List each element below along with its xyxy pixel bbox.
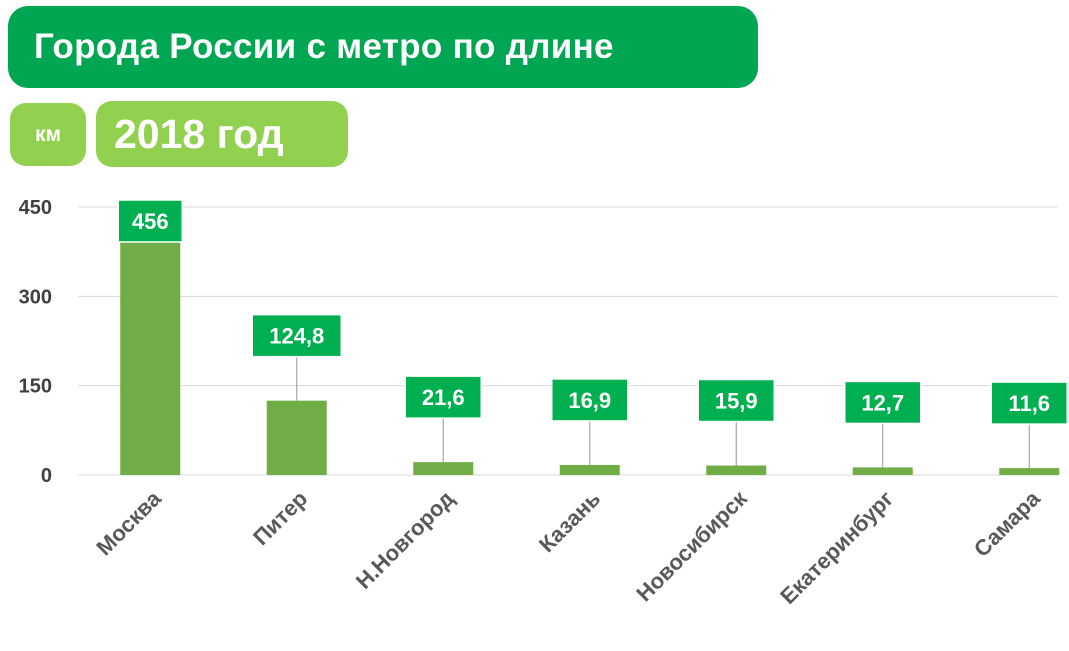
category-label: Новосибирск	[631, 485, 752, 606]
data-label: 12,7	[844, 380, 922, 425]
bar	[852, 467, 913, 475]
data-label-box	[697, 378, 775, 423]
category-label: Казань	[534, 486, 605, 557]
data-label-box	[251, 313, 342, 358]
data-label-text: 16,9	[568, 388, 611, 413]
data-label: 124,8	[251, 313, 342, 358]
data-label-box	[404, 375, 482, 419]
bar	[706, 465, 767, 475]
year-badge: 2018 год	[96, 101, 348, 167]
y-tick-label: 300	[19, 286, 52, 308]
category-label: Н.Новгород	[351, 486, 459, 594]
chart-title: Города России с метро по длине	[8, 6, 758, 88]
unit-badge: км	[10, 103, 86, 166]
bars	[120, 207, 1060, 475]
data-label-text: 124,8	[269, 324, 324, 349]
data-label-text: 11,6	[1008, 391, 1050, 416]
y-tick-label: 450	[19, 197, 52, 219]
category-label: Москва	[91, 485, 166, 560]
grid-lines	[78, 206, 1058, 476]
label-leader-lines	[296, 356, 1030, 469]
bar	[559, 464, 620, 475]
category-label: Екатеринбург	[775, 486, 898, 609]
bar	[266, 400, 327, 475]
data-label: 21,6	[404, 375, 482, 419]
data-label: 11,6	[990, 381, 1068, 425]
data-label-box	[117, 199, 183, 243]
category-label: Питер	[248, 486, 312, 550]
category-labels: Москва Питер Н.Новгород Казань Новосибирск Ек…	[91, 485, 1045, 609]
data-labels: 456 124,8 21,6 16,9 15,9 12,7 11,6	[117, 199, 1068, 425]
data-label: 16,9	[551, 378, 629, 422]
data-label-box	[844, 380, 922, 425]
data-label: 456	[117, 199, 183, 243]
data-label-text: 456	[132, 209, 169, 234]
bar	[999, 468, 1060, 475]
bar	[413, 462, 474, 475]
y-tick-label: 0	[41, 465, 52, 487]
data-label-text: 12,7	[861, 390, 904, 415]
y-tick-label: 150	[19, 376, 52, 398]
category-label: Самара	[969, 485, 1045, 561]
data-label-box	[990, 381, 1068, 425]
data-label-text: 21,6	[422, 385, 465, 410]
data-label-box	[551, 378, 629, 422]
data-label: 15,9	[697, 378, 775, 423]
y-axis-ticks: 0 150 300 450	[19, 197, 52, 487]
data-label-text: 15,9	[715, 389, 758, 414]
bar	[120, 207, 181, 475]
